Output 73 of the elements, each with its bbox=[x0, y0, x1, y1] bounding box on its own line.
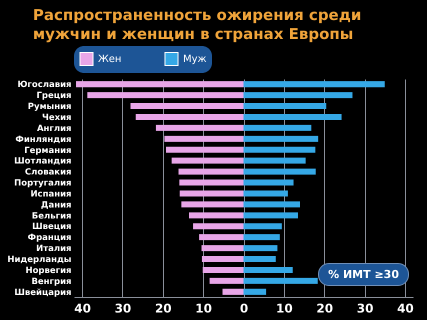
y-tick-label: Швейцария bbox=[14, 288, 72, 298]
bar bbox=[244, 190, 288, 196]
x-tick-label: 30 bbox=[114, 302, 132, 316]
y-tick-label: Чехия bbox=[42, 112, 72, 123]
y-tick-label: Испания bbox=[30, 189, 72, 200]
bar bbox=[156, 124, 244, 131]
y-tick-label: Дания bbox=[40, 200, 72, 210]
bar bbox=[164, 136, 244, 142]
x-tick-label: 10 bbox=[195, 302, 212, 316]
bar bbox=[210, 278, 244, 284]
bar bbox=[180, 190, 244, 196]
chart-title: Распространенность ожирения среди мужчин и женщин в странах Европы bbox=[32, 6, 362, 43]
bar bbox=[244, 234, 280, 240]
bar bbox=[189, 212, 244, 218]
bar bbox=[244, 223, 282, 230]
bar bbox=[87, 92, 244, 98]
bar bbox=[244, 266, 293, 273]
bar bbox=[244, 256, 276, 262]
y-tick-label: Нидерланды bbox=[7, 255, 72, 266]
y-tick-label: Югославия bbox=[17, 80, 72, 90]
bar bbox=[179, 180, 244, 186]
bar bbox=[244, 146, 316, 153]
bar bbox=[199, 234, 244, 240]
bar bbox=[244, 158, 306, 164]
x-tick-label: 20 bbox=[316, 302, 334, 316]
bar bbox=[172, 158, 244, 164]
bar bbox=[136, 114, 244, 120]
bar bbox=[244, 92, 352, 98]
y-tick-label: Германия bbox=[24, 146, 72, 156]
bar bbox=[193, 223, 244, 230]
bar bbox=[244, 114, 342, 120]
bar bbox=[244, 212, 298, 218]
bar bbox=[130, 103, 244, 110]
y-tick-label: Франция bbox=[28, 233, 72, 244]
y-tick-label: Италия bbox=[36, 244, 72, 254]
bar bbox=[178, 168, 244, 175]
bar bbox=[222, 288, 244, 295]
x-tick-label: 0 bbox=[240, 302, 248, 316]
bar bbox=[244, 124, 312, 131]
y-tick-label: Норвегия bbox=[25, 266, 72, 276]
y-tick-label: Румыния bbox=[28, 102, 72, 112]
legend-label: Муж bbox=[183, 54, 207, 65]
x-tick-label: 30 bbox=[356, 302, 374, 316]
bar bbox=[181, 201, 244, 208]
bar bbox=[202, 266, 244, 273]
y-tick-label: Португалия bbox=[14, 178, 72, 189]
annotation: % ИМТ ≥30 bbox=[318, 263, 409, 286]
bar bbox=[244, 245, 278, 252]
legend-label: Жен bbox=[98, 54, 122, 65]
y-tick-label: Греция bbox=[36, 91, 72, 102]
y-tick-label: Шотландия bbox=[14, 156, 72, 167]
bar bbox=[244, 136, 318, 142]
y-tick-label: Швеция bbox=[32, 222, 72, 232]
bar bbox=[244, 81, 385, 88]
y-tick-label: Бельгия bbox=[32, 211, 72, 222]
x-tick-label: 20 bbox=[154, 302, 172, 316]
x-tick-label: 40 bbox=[74, 302, 91, 316]
y-tick-label: Англия bbox=[36, 124, 72, 134]
bar bbox=[244, 168, 316, 175]
bar bbox=[244, 103, 326, 110]
y-tick-label: Словакия bbox=[24, 168, 72, 178]
bar bbox=[202, 245, 244, 252]
x-tick-label: 10 bbox=[276, 302, 293, 316]
x-tick-label: 40 bbox=[397, 302, 414, 316]
y-tick-label: Венгрия bbox=[31, 276, 72, 287]
bar bbox=[244, 278, 318, 284]
bar bbox=[244, 288, 266, 295]
bar bbox=[202, 256, 244, 262]
bar bbox=[76, 81, 244, 88]
bar bbox=[244, 180, 294, 186]
bar bbox=[244, 201, 300, 208]
y-tick-label: Финляндия bbox=[15, 134, 72, 145]
bar bbox=[166, 146, 244, 153]
